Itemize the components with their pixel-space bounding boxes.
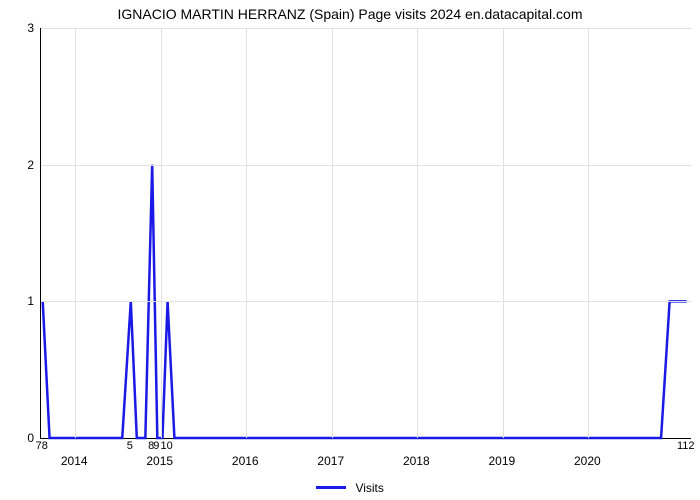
value-callout: 10 xyxy=(160,440,172,452)
chart-title: IGNACIO MARTIN HERRANZ (Spain) Page visi… xyxy=(0,6,700,22)
gridline-v xyxy=(588,28,589,438)
legend: Visits xyxy=(0,480,700,495)
xtick-label: 2018 xyxy=(403,454,430,468)
gridline-v xyxy=(332,28,333,438)
line-series xyxy=(41,28,691,438)
gridline-v xyxy=(75,28,76,438)
value-callout: 9 xyxy=(153,440,159,452)
legend-swatch xyxy=(316,486,346,489)
xtick-label: 2019 xyxy=(488,454,515,468)
xtick-label: 2020 xyxy=(574,454,601,468)
xtick-label: 2015 xyxy=(146,454,173,468)
value-callout: 5 xyxy=(127,440,133,452)
value-callout: 78 xyxy=(36,440,48,452)
gridline-v xyxy=(246,28,247,438)
gridline-v xyxy=(417,28,418,438)
ytick-label: 2 xyxy=(12,158,34,172)
gridline-h xyxy=(41,28,691,29)
xtick-label: 2016 xyxy=(232,454,259,468)
ytick-label: 0 xyxy=(12,431,34,445)
ytick-label: 3 xyxy=(12,21,34,35)
legend-label: Visits xyxy=(355,481,383,495)
gridline-h xyxy=(41,301,691,302)
gridline-v xyxy=(161,28,162,438)
gridline-v xyxy=(503,28,504,438)
plot-area xyxy=(40,28,691,439)
xtick-label: 2014 xyxy=(61,454,88,468)
chart-container: IGNACIO MARTIN HERRANZ (Spain) Page visi… xyxy=(0,0,700,500)
gridline-h xyxy=(41,165,691,166)
xtick-label: 2017 xyxy=(317,454,344,468)
ytick-label: 1 xyxy=(12,294,34,308)
value-callout: 112 xyxy=(677,440,695,452)
